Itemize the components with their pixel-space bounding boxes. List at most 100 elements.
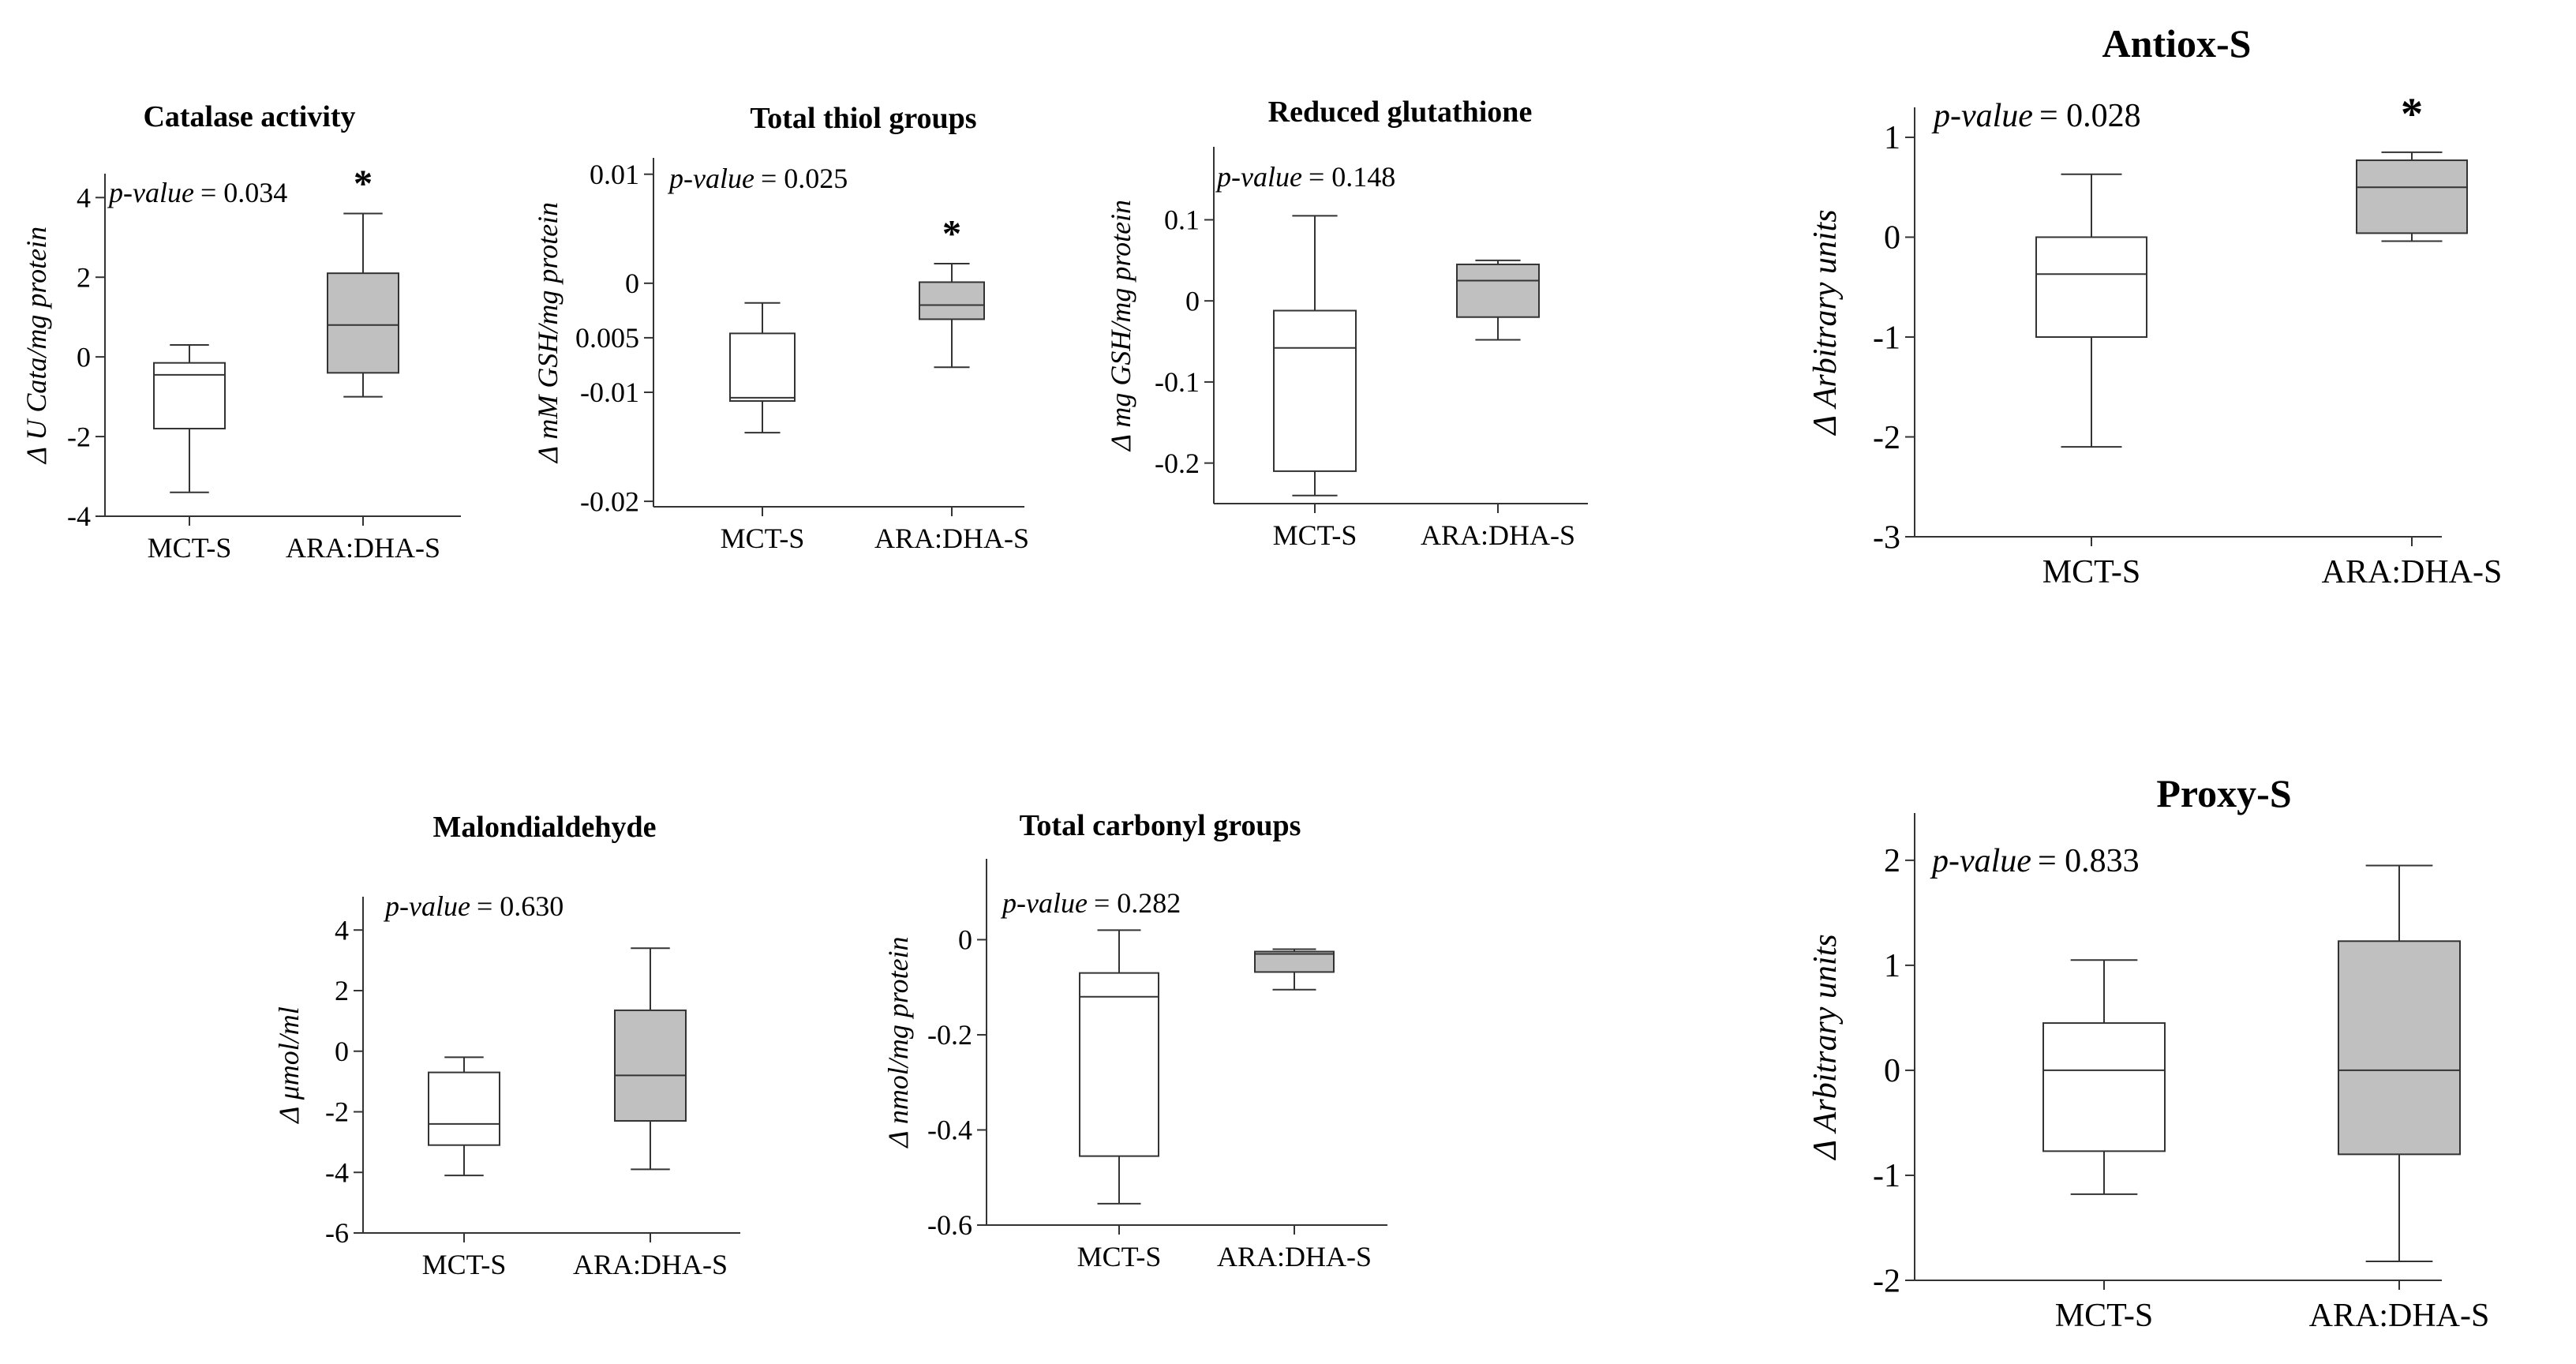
significance-star: *: [354, 162, 373, 204]
y-tick-label: 2: [77, 261, 91, 293]
box-malondialdehyde-1: ARA:DHA-S: [573, 947, 728, 1280]
y-tick-label: 0.1: [1164, 204, 1200, 236]
box-thiol-0: MCT-S: [721, 302, 805, 554]
panel-title: Malondialdehyde: [433, 811, 657, 844]
panel-title: Total thiol groups: [750, 102, 976, 135]
x-tick-label: ARA:DHA-S: [2322, 554, 2503, 590]
p-value-number: = 0.025: [761, 163, 848, 194]
iqr-box: [2338, 940, 2461, 1156]
y-tick-label: -2: [325, 1096, 349, 1128]
x-tick-label: ARA:DHA-S: [2309, 1298, 2490, 1334]
box-glutathione-0: MCT-S: [1273, 215, 1357, 551]
x-tick-label: ARA:DHA-S: [874, 523, 1029, 554]
p-value-annotation: p-value = 0.028: [1931, 98, 2141, 134]
y-tick-label: -0.1: [1155, 366, 1200, 398]
y-tick-label: -0.2: [1155, 448, 1200, 479]
box-carbonyl-1: ARA:DHA-S: [1217, 948, 1372, 1272]
iqr-box: [2042, 1022, 2166, 1152]
iqr-box: [2035, 236, 2147, 338]
p-value-label: p-value: [1931, 98, 2033, 134]
p-value-label: p-value: [1215, 161, 1302, 193]
iqr-box: [1456, 263, 1540, 318]
y-axis-label: Δ mM GSH/mg protein: [532, 202, 564, 464]
p-value-number: = 0.630: [477, 890, 564, 922]
box-glutathione-1: ARA:DHA-S: [1421, 259, 1575, 551]
y-tick-label: -6: [325, 1217, 349, 1249]
x-tick-label: MCT-S: [721, 523, 805, 554]
iqr-box: [2356, 159, 2468, 234]
y-tick-label: 1: [1884, 948, 1900, 984]
iqr-box: [1254, 950, 1335, 973]
p-value-annotation: p-value = 0.282: [1000, 887, 1181, 919]
iqr-box: [1079, 972, 1159, 1157]
x-tick-label: ARA:DHA-S: [573, 1249, 728, 1280]
y-tick-label: 4: [77, 182, 91, 214]
y-tick-label: -0.02: [580, 485, 639, 517]
iqr-box: [614, 1009, 687, 1122]
panel-catalase: Catalase activity 4 2 0 -2 -4 Δ U Cata/mg prot…: [21, 100, 461, 564]
y-axis-label: Δ Arbitrary units: [1807, 209, 1844, 436]
panel-title: Total carbonyl groups: [1020, 809, 1301, 842]
panel-title: Catalase activity: [143, 100, 355, 133]
y-tick-label: -1: [1873, 1158, 1900, 1194]
panel-glutathione: Reduced glutathione 0.1 0 -0.1 -0.2 Δ mg GSH/…: [1105, 96, 1588, 551]
iqr-box: [153, 362, 226, 429]
significance-star: *: [2401, 89, 2423, 139]
box-proxy-1: ARA:DHA-S: [2309, 864, 2490, 1334]
box-antiox-1: ARA:DHA-S *: [2322, 89, 2503, 590]
y-tick-label: 0.01: [590, 159, 639, 190]
p-value-annotation: p-value = 0.630: [383, 890, 564, 922]
p-value-number: = 0.148: [1309, 161, 1395, 193]
p-value-annotation: p-value = 0.148: [1215, 161, 1395, 193]
y-tick-label: -0.4: [927, 1115, 972, 1146]
y-tick-label: -2: [1873, 1263, 1900, 1299]
panel-thiol: Total thiol groups 0.01 0 0.005 -0.01 -0.02 Δ …: [532, 102, 1029, 554]
box-thiol-1: ARA:DHA-S *: [874, 212, 1029, 554]
y-tick-label: -3: [1873, 519, 1900, 556]
x-tick-label: ARA:DHA-S: [286, 532, 440, 564]
p-value-number: = 0.282: [1094, 887, 1181, 919]
y-tick-label: -0.01: [580, 377, 639, 408]
iqr-box: [729, 332, 796, 403]
y-tick-label: 0: [1884, 1053, 1900, 1089]
iqr-box: [1273, 309, 1357, 472]
iqr-box: [327, 272, 399, 374]
y-axis-label: Δ nmol/mg protein: [882, 936, 914, 1149]
y-tick-label: 0: [77, 341, 91, 373]
y-tick-label: 0: [335, 1036, 349, 1067]
y-tick-label: 4: [335, 914, 349, 946]
panel-title: Reduced glutathione: [1268, 96, 1533, 129]
y-tick-label: 0: [958, 924, 972, 956]
p-value-number: = 0.034: [200, 177, 287, 208]
panel-title: Antiox-S: [2102, 21, 2252, 66]
box-antiox-0: MCT-S: [2035, 173, 2147, 590]
panel-malondialdehyde: Malondialdehyde 4 2 0 -2 -4 -6 Δ μmol/ml p-value…: [273, 811, 740, 1280]
y-tick-label: 0.005: [575, 322, 639, 354]
y-tick-label: -0.2: [927, 1019, 972, 1051]
p-value-annotation: p-value = 0.833: [1930, 843, 2140, 879]
y-tick-label: -2: [67, 421, 91, 452]
y-axis-label: Δ Arbitrary units: [1807, 934, 1844, 1160]
panel-title: Proxy-S: [2156, 771, 2291, 815]
x-tick-label: MCT-S: [2042, 554, 2141, 590]
box-catalase-0: MCT-S: [148, 344, 231, 564]
p-value-annotation: p-value = 0.025: [667, 163, 848, 194]
box-catalase-1: ARA:DHA-S *: [286, 162, 440, 564]
y-axis-label: Δ μmol/ml: [273, 1006, 305, 1125]
y-tick-label: -0.6: [927, 1209, 972, 1241]
x-tick-label: MCT-S: [422, 1249, 507, 1280]
y-tick-label: -2: [1873, 420, 1900, 456]
box-carbonyl-0: MCT-S: [1077, 929, 1161, 1272]
y-tick-label: 2: [335, 975, 349, 1006]
significance-star: *: [942, 212, 961, 255]
x-tick-label: ARA:DHA-S: [1421, 519, 1575, 551]
y-tick-label: 0: [1884, 220, 1900, 257]
y-axis-label: Δ U Cata/mg protein: [21, 227, 52, 465]
panel-carbonyl: Total carbonyl groups 0 -0.2 -0.4 -0.6 Δ nmol…: [882, 809, 1387, 1272]
y-tick-label: 1: [1884, 120, 1900, 156]
y-tick-label: 0: [1185, 285, 1200, 317]
p-value-label: p-value: [383, 890, 470, 922]
panel-antiox: Antiox-S 1 0 -1 -2 -3 Δ Arbitrary units p-value…: [1807, 21, 2502, 590]
y-tick-label: -4: [325, 1156, 349, 1188]
